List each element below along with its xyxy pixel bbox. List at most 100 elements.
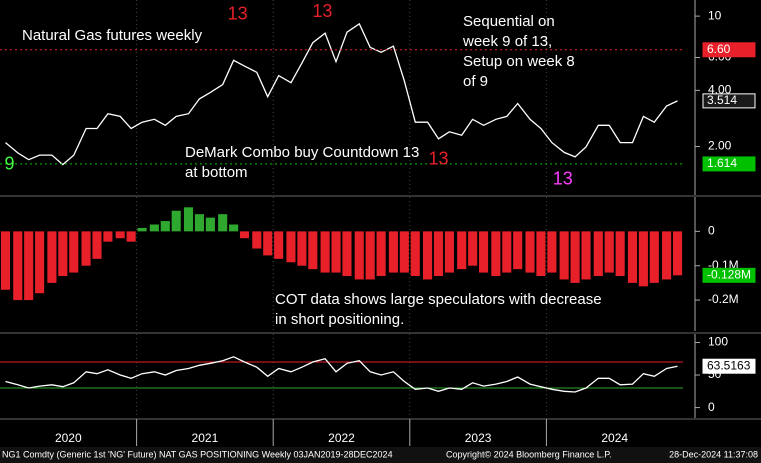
bar <box>559 231 569 280</box>
level-box <box>702 156 756 172</box>
bar <box>604 231 614 273</box>
level-label: 1.614 <box>707 156 737 170</box>
bar <box>354 231 364 280</box>
y-tick-label: 4.00 <box>708 83 732 97</box>
bar <box>308 231 318 270</box>
bar <box>593 231 603 277</box>
x-tick-label: 2023 <box>465 431 492 445</box>
bar <box>149 224 159 232</box>
demark-count: 13 <box>228 3 248 23</box>
annotation: at bottom <box>185 164 248 181</box>
bar <box>662 231 672 280</box>
bar <box>457 231 467 270</box>
level-label: 6.60 <box>707 42 731 56</box>
bar <box>423 231 433 280</box>
bar <box>502 231 512 273</box>
x-tick-label: 2022 <box>328 431 355 445</box>
bar <box>331 231 341 273</box>
bar <box>183 207 194 232</box>
footer-bar <box>0 447 761 463</box>
bar <box>570 231 580 283</box>
level-label: -0.128M <box>707 268 751 282</box>
bar <box>615 231 625 277</box>
annotation: DeMark Combo buy Countdown 13 <box>185 144 419 161</box>
annotation: Natural Gas futures weekly <box>22 27 203 44</box>
bar <box>252 231 262 249</box>
bar <box>126 231 136 242</box>
bar <box>581 231 591 280</box>
bar <box>627 231 638 283</box>
footer-left: NG1 Comdty (Generic 1st 'NG' Future) NAT… <box>2 449 393 459</box>
bar <box>69 231 79 273</box>
bar <box>92 231 102 259</box>
bar <box>35 231 45 294</box>
bar <box>410 231 420 277</box>
bar <box>58 231 68 277</box>
footer-center: Copyright© 2024 Bloomberg Finance L.P. <box>446 449 612 459</box>
bar <box>479 231 489 273</box>
bar <box>672 231 683 276</box>
bar <box>160 221 170 232</box>
bar <box>525 231 535 273</box>
bar <box>491 231 501 277</box>
annotation: of 9 <box>463 73 488 90</box>
demark-count: 13 <box>553 168 573 188</box>
demark-count: 13 <box>428 148 448 168</box>
bar <box>376 231 386 277</box>
y-tick-label: 10 <box>708 8 722 22</box>
annotation: week 9 of 13, <box>462 33 552 50</box>
x-tick-label: 2024 <box>601 431 628 445</box>
annotation: Sequential on <box>463 13 555 30</box>
level-box <box>702 42 756 58</box>
annotation: Setup on week 8 <box>463 53 575 70</box>
bar <box>468 231 478 266</box>
bar <box>388 231 398 273</box>
demark-count: 9 <box>5 153 15 173</box>
bar <box>286 231 296 263</box>
bar <box>342 231 352 277</box>
bar <box>171 210 181 232</box>
bar <box>297 231 307 266</box>
price-line <box>5 356 678 393</box>
level-box <box>702 93 756 109</box>
bar <box>218 214 228 232</box>
y-tick-label: 100 <box>708 335 728 349</box>
y-tick-label: -0.2M <box>708 292 739 306</box>
bar <box>320 231 330 273</box>
bar <box>274 231 284 259</box>
bar <box>547 231 557 273</box>
bar <box>194 214 204 232</box>
bar <box>433 231 444 277</box>
bar <box>115 231 125 239</box>
x-tick-label: 2021 <box>192 431 219 445</box>
y-tick-label: 0 <box>708 224 715 238</box>
bar <box>24 231 34 301</box>
bar <box>365 231 375 280</box>
level-box <box>702 358 756 374</box>
bar <box>513 231 523 270</box>
bar <box>444 231 454 273</box>
bar <box>205 217 215 232</box>
bar <box>399 231 409 273</box>
footer-right: 28-Dec-2024 11:37:08 <box>669 449 758 459</box>
bar <box>536 231 546 277</box>
x-tick-label: 2020 <box>55 431 82 445</box>
price-line <box>5 22 678 166</box>
annotation: COT data shows large speculators with de… <box>275 291 602 308</box>
bar <box>263 231 273 256</box>
bar <box>81 231 91 266</box>
level-box <box>702 267 756 283</box>
y-tick-label: 2.00 <box>708 139 732 153</box>
bar <box>649 231 659 283</box>
demark-count: 13 <box>312 1 332 21</box>
bar <box>103 231 113 242</box>
y-tick-label: 0 <box>708 400 715 414</box>
bar <box>13 231 23 301</box>
bar <box>638 231 648 287</box>
bar <box>239 231 250 239</box>
annotation: in short positioning. <box>275 311 404 328</box>
bar <box>137 227 147 232</box>
bar <box>229 224 239 232</box>
bar <box>0 231 11 290</box>
